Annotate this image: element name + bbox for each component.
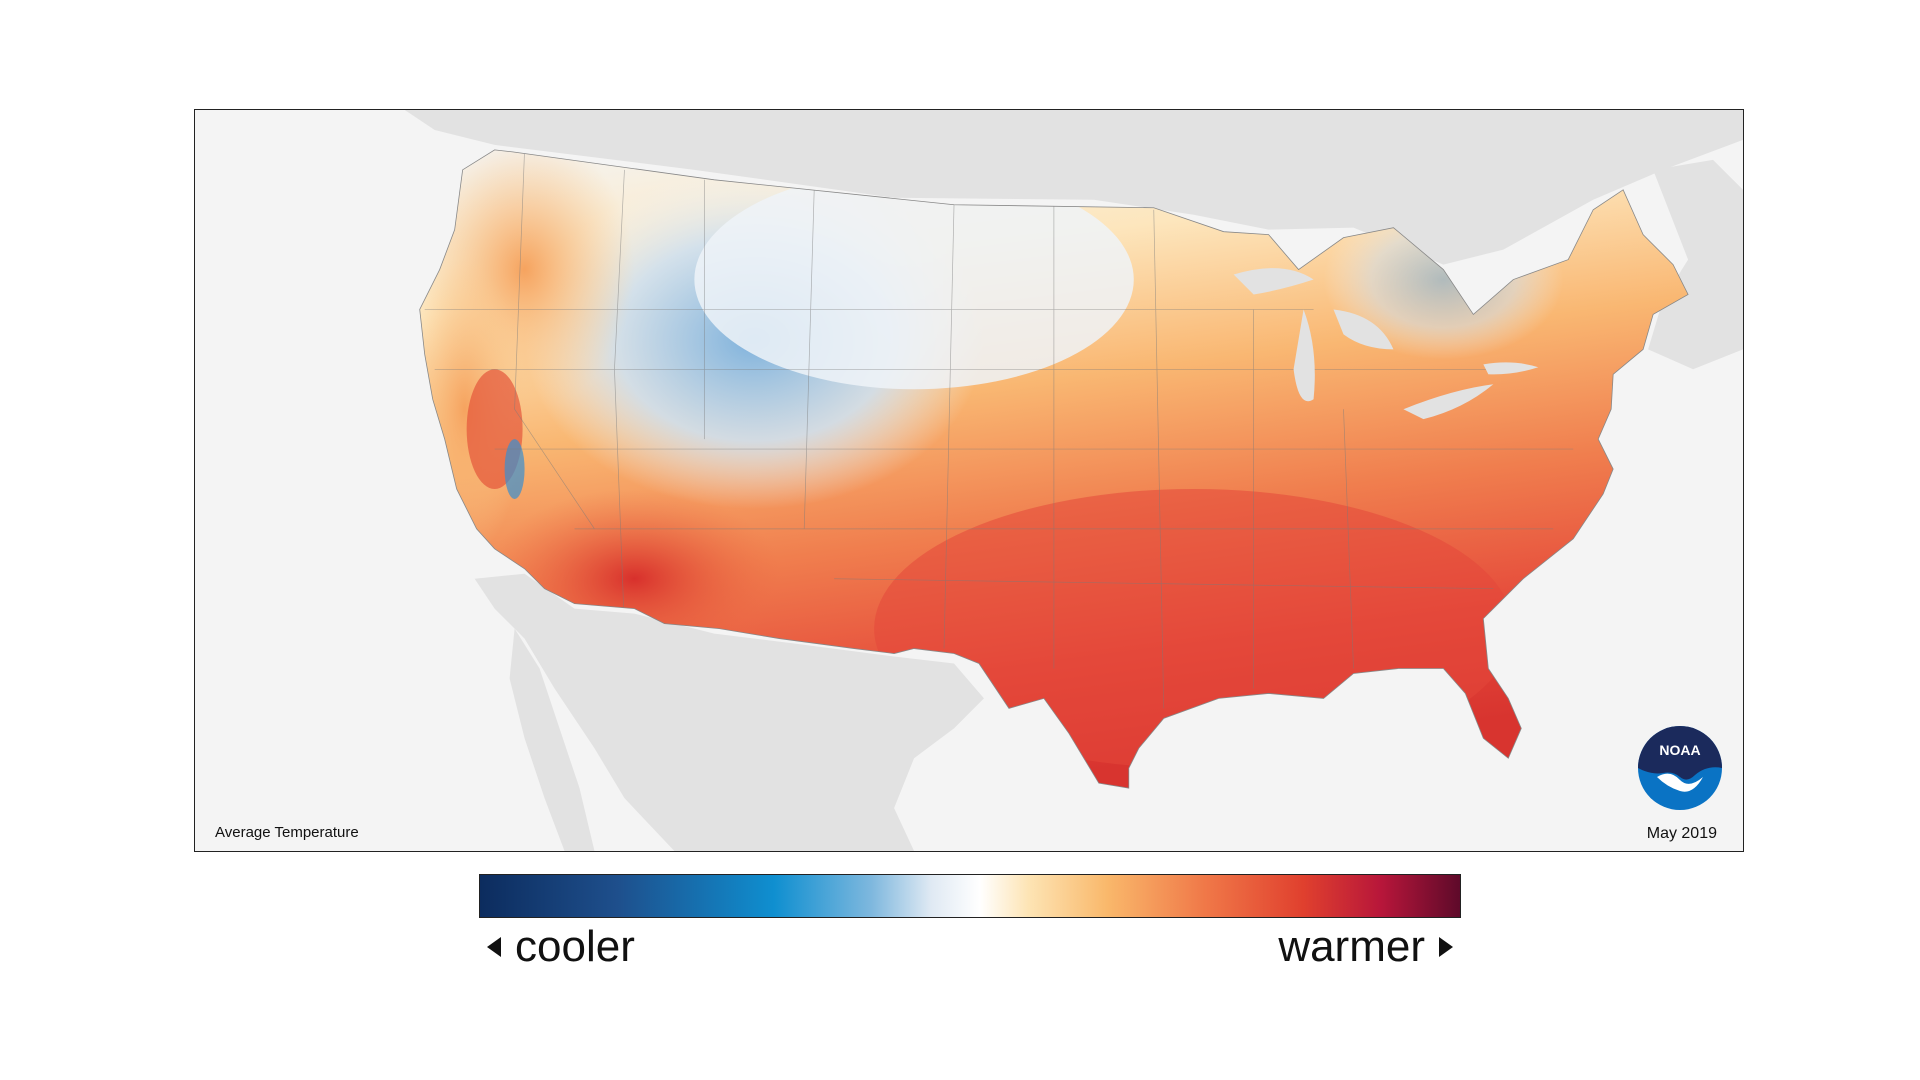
map-title: Average Temperature xyxy=(215,824,359,841)
legend-cooler-label: cooler xyxy=(515,922,635,971)
legend-warmer: warmer xyxy=(1278,922,1453,972)
triangle-left-icon xyxy=(487,937,501,957)
legend-color-bar xyxy=(479,874,1461,918)
triangle-right-icon xyxy=(1439,937,1453,957)
legend-warmer-label: warmer xyxy=(1278,922,1425,971)
legend-cooler: cooler xyxy=(487,922,635,972)
map-graphic xyxy=(404,110,1743,851)
temperature-map[interactable]: Average Temperature NOAA May 2019 xyxy=(194,109,1744,852)
noaa-logo-text: NOAA xyxy=(1659,742,1700,758)
noaa-logo: NOAA xyxy=(1637,725,1723,811)
noaa-logo-graphic: NOAA xyxy=(1638,726,1722,810)
legend-labels: cooler warmer xyxy=(479,922,1461,982)
color-legend: cooler warmer xyxy=(479,874,1461,982)
map-date: May 2019 xyxy=(1646,825,1717,842)
